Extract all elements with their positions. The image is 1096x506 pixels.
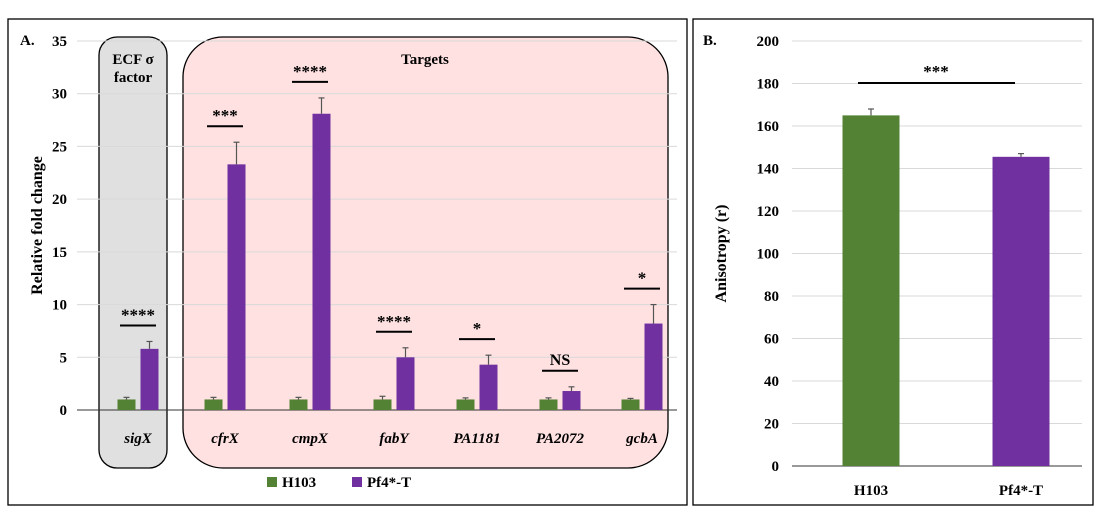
y-tick-label: 20 (764, 417, 779, 433)
y-tick-label: 20 (52, 192, 67, 208)
significance-label: *** (212, 106, 238, 125)
bar-pf4t (562, 391, 581, 410)
bar-pf4t (992, 156, 1050, 466)
x-tick-label: PA1181 (453, 431, 500, 447)
bar-h103 (621, 399, 640, 410)
bar-pf4t (312, 113, 331, 410)
y-tick-label: 140 (757, 162, 780, 178)
y-tick-label: 160 (757, 119, 780, 135)
y-tick-label: 30 (52, 87, 67, 103)
bar-h103 (456, 399, 475, 410)
panel-a-frame (7, 18, 688, 506)
x-tick-label: gcbA (625, 431, 658, 447)
y-tick-label: 0 (60, 403, 68, 419)
significance-label: * (638, 269, 647, 288)
y-tick-label: 15 (52, 245, 67, 261)
x-tick-label: cfrX (211, 431, 239, 447)
significance-label: * (473, 319, 482, 338)
bar-pf4t (396, 357, 415, 410)
bar-h103 (289, 399, 308, 410)
x-tick-label: PA2072 (536, 431, 585, 447)
x-tick-label: Pf4*-T (999, 483, 1043, 499)
legend-swatch-pf4t (352, 477, 362, 487)
y-axis-label: Anisotropy (r) (713, 205, 730, 303)
x-tick-label: sigX (123, 431, 153, 447)
y-tick-label: 120 (757, 204, 780, 220)
x-tick-label: cmpX (292, 431, 329, 447)
group-label-ecf: ECF σ (112, 52, 154, 68)
legend-swatch-h103 (267, 477, 277, 487)
panel-b-chart: 0 20 40 60 80 100 120 140 160 180 200 Anisotropy (r… (703, 33, 1082, 499)
panel-a-chart: ECF σ factor Targets 0 5 10 15 20 25 30 35 Relative… (20, 33, 677, 491)
group-label-targets: Targets (401, 52, 449, 68)
y-tick-label: 10 (52, 298, 67, 314)
panel-label-a: A. (20, 33, 35, 49)
bar-h103 (842, 115, 900, 466)
y-tick-label: 0 (772, 459, 780, 475)
bar-pf4t (644, 323, 663, 410)
x-tick-label: fabY (379, 431, 410, 447)
y-tick-label: 100 (757, 247, 780, 263)
y-tick-label: 5 (60, 350, 68, 366)
significance-label: NS (550, 352, 571, 369)
significance-label: **** (121, 305, 155, 324)
bar-pf4t (227, 164, 246, 410)
group-box-targets (182, 36, 669, 469)
y-tick-label: 40 (764, 374, 779, 390)
group-label-ecf: factor (114, 70, 153, 86)
y-tick-label: 25 (52, 139, 67, 155)
significance-label: **** (377, 312, 411, 331)
y-tick-label: 35 (52, 34, 67, 50)
y-axis-label: Relative fold change (29, 156, 46, 295)
legend-label-pf4t: Pf4*-T (367, 475, 411, 491)
y-tick-label: 60 (764, 332, 779, 348)
panel-b-frame (692, 18, 1094, 506)
significance-label: *** (923, 62, 949, 81)
x-tick-label: H103 (854, 483, 888, 499)
bar-h103 (204, 399, 223, 410)
bar-pf4t (479, 364, 498, 410)
bar-h103 (373, 399, 392, 410)
panel-label-b: B. (703, 33, 717, 49)
y-tick-label: 80 (764, 289, 779, 305)
significance-label: **** (293, 62, 327, 81)
y-tick-label: 200 (757, 34, 780, 50)
bar-h103 (539, 399, 558, 410)
bar-h103 (117, 399, 136, 410)
legend-label-h103: H103 (282, 475, 316, 491)
bar-pf4t (140, 348, 159, 410)
y-tick-label: 180 (757, 77, 780, 93)
